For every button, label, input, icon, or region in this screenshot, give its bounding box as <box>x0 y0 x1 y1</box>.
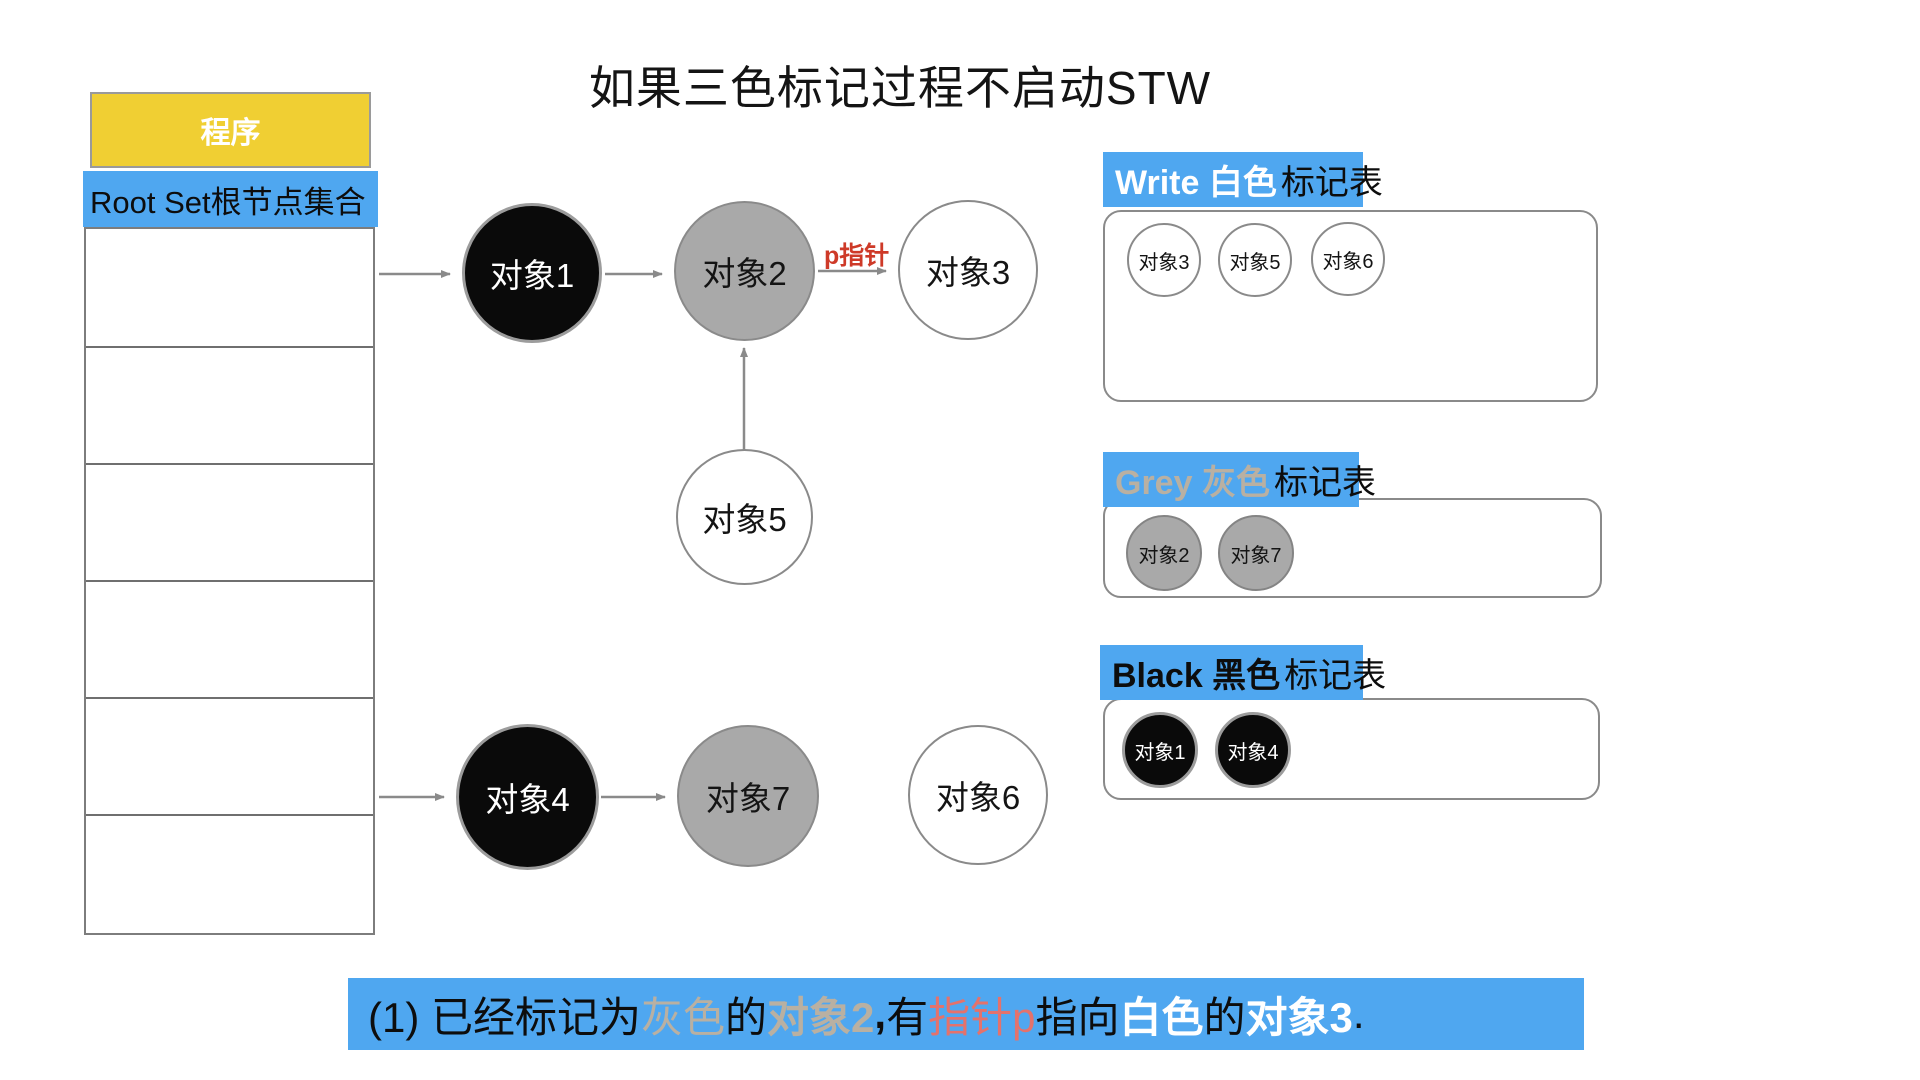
node-obj5: 对象5 <box>676 449 813 585</box>
node-obj7: 对象7 <box>677 725 819 867</box>
caption-segment: 的 <box>725 993 768 1041</box>
table-row <box>86 814 373 931</box>
pointer-p-label: p指针 <box>824 242 890 270</box>
caption-segment: 指针p <box>928 993 1036 1041</box>
grey-table-title: Grey 灰色 标记表 <box>1103 452 1376 507</box>
grey-table-box: 对象2 对象7 <box>1103 498 1602 598</box>
grey-table-title-suffix: 标记表 <box>1273 464 1376 502</box>
black-table-title: Black 黑色 标记表 <box>1100 645 1386 700</box>
program-table-header: 程序 <box>90 92 371 168</box>
node-obj1: 对象1 <box>462 203 602 343</box>
node-obj6: 对象6 <box>908 725 1048 865</box>
grey-item-obj2: 对象2 <box>1126 515 1202 591</box>
black-table-title-prefix: Black 黑色 <box>1112 657 1281 695</box>
white-table-title-prefix: Write 白色 <box>1115 164 1277 202</box>
black-item-obj4: 对象4 <box>1215 712 1291 788</box>
caption-segment: 对象2 <box>767 993 875 1041</box>
caption-segment: 灰色 <box>641 993 726 1041</box>
white-item-obj5: 对象5 <box>1218 223 1292 297</box>
node-obj4: 对象4 <box>456 724 599 870</box>
table-row <box>86 346 373 463</box>
white-table-title: Write 白色 标记表 <box>1103 152 1383 207</box>
grey-table-title-prefix: Grey 灰色 <box>1115 464 1270 502</box>
page-title: 如果三色标记过程不启动STW <box>588 62 1212 114</box>
table-row <box>86 697 373 814</box>
white-table-box: 对象3 对象5 对象6 <box>1103 210 1598 402</box>
table-row <box>86 580 373 697</box>
caption-segment: 白色 <box>1119 993 1204 1041</box>
black-table-title-suffix: 标记表 <box>1284 657 1387 695</box>
white-item-obj3: 对象3 <box>1127 223 1201 297</box>
root-set-row: Root Set根节点集合 <box>83 171 378 227</box>
caption-bar: (1) 已经标记为 灰色 的 对象2 , 有 指针p 指向 白色 的 对象3 . <box>348 978 1584 1050</box>
caption-segment: , <box>874 990 887 1037</box>
caption-segment: (1) 已经标记为 <box>368 993 642 1041</box>
caption-segment: 对象3 <box>1245 993 1353 1041</box>
caption-segment: 的 <box>1203 993 1246 1041</box>
table-row <box>86 463 373 580</box>
caption-segment: . <box>1352 990 1365 1037</box>
black-item-obj1: 对象1 <box>1122 712 1198 788</box>
white-table-title-suffix: 标记表 <box>1280 164 1383 202</box>
grey-item-obj7: 对象7 <box>1218 515 1294 591</box>
table-row <box>86 229 373 346</box>
node-obj2: 对象2 <box>674 201 815 341</box>
caption-segment: 指向 <box>1035 993 1120 1041</box>
black-table-box: 对象1 对象4 <box>1103 698 1600 800</box>
program-table-body <box>84 227 375 935</box>
white-item-obj6: 对象6 <box>1311 222 1385 296</box>
node-obj3: 对象3 <box>898 200 1038 340</box>
caption-segment: 有 <box>886 993 929 1041</box>
